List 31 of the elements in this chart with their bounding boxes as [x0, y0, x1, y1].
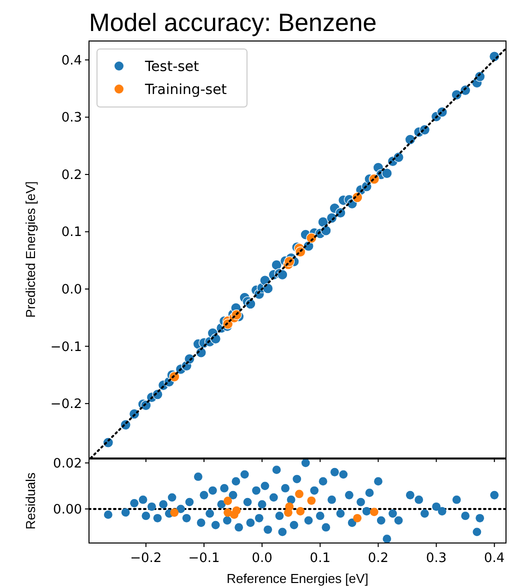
- y-tick-label: 0.3: [61, 110, 82, 126]
- point: [295, 490, 304, 498]
- point: [285, 502, 294, 511]
- x-tick-label: −0.1: [188, 551, 220, 566]
- y-tick-label: 0.0: [61, 282, 82, 298]
- point: [224, 496, 232, 506]
- x-tick-label: 0.1: [310, 551, 330, 566]
- point: [307, 496, 316, 505]
- y-tick-label: 0.00: [53, 502, 82, 518]
- x-tick-label: 0.4: [484, 551, 505, 566]
- y-tick-label: 0.4: [61, 53, 82, 68]
- x-axis-title: Reference Energies [eV]: [226, 571, 368, 586]
- y-tick-label: −0.2: [50, 397, 82, 412]
- x-tick-label: 0.2: [368, 551, 389, 566]
- point: [353, 514, 362, 522]
- point: [370, 508, 378, 516]
- y-tick-label: 0.2: [61, 168, 82, 183]
- x-tick-label: −0.2: [130, 551, 162, 566]
- point: [232, 506, 241, 515]
- y-tick-label: 0.1: [61, 225, 82, 240]
- point: [296, 507, 305, 516]
- legend-label: Test-set: [144, 59, 200, 75]
- y-axis-title: Predicted Energies [eV]: [23, 181, 38, 318]
- point: [170, 508, 179, 517]
- x-tick-label: 0.0: [252, 551, 272, 566]
- x-tick-label: 0.3: [426, 551, 447, 566]
- y-tick-label: 0.02: [53, 456, 82, 472]
- y-axis-title: Residuals: [23, 472, 38, 530]
- legend-label: Training-set: [144, 82, 228, 98]
- chart-title: Model accuracy: Benzene: [89, 9, 377, 37]
- y-tick-label: −0.1: [50, 340, 82, 355]
